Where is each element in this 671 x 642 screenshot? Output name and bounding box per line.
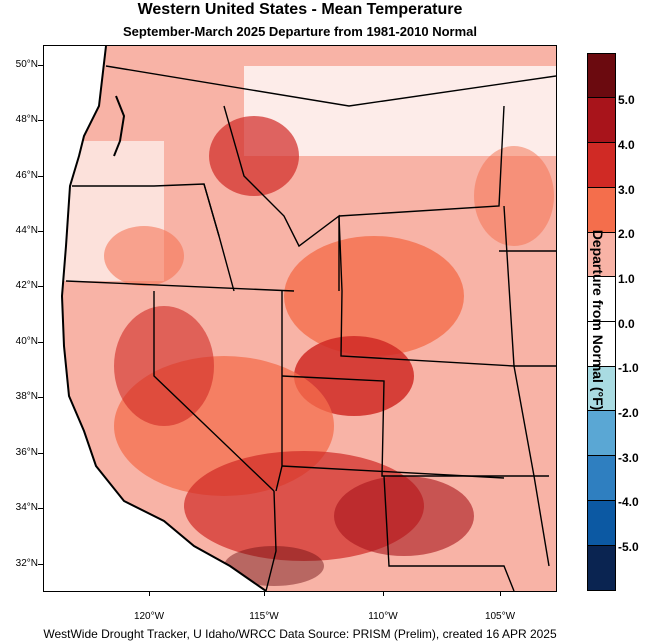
lat-label-36: 36°N bbox=[15, 447, 38, 458]
map-title: Western United States - Mean Temperature bbox=[137, 1, 463, 18]
az-nm-north-border bbox=[281, 465, 505, 479]
colorbar-segment-0-1 bbox=[588, 277, 615, 322]
colorbar-title: Departure from Normal (°F) bbox=[590, 229, 606, 411]
state-borders bbox=[65, 65, 556, 591]
temperature-departure-map bbox=[43, 45, 557, 592]
az-nm-border bbox=[383, 475, 515, 591]
colorbar-label-3: 3.0 bbox=[618, 183, 635, 197]
or-id-border bbox=[203, 183, 235, 292]
lat-tick bbox=[38, 564, 43, 565]
anomaly-dakotas bbox=[474, 146, 554, 246]
lat-label-32: 32°N bbox=[15, 558, 38, 569]
or-ca-nv-id-border bbox=[65, 280, 295, 292]
lat-label-34: 34°N bbox=[15, 502, 38, 513]
lat-tick bbox=[38, 231, 43, 232]
lon-tick bbox=[264, 591, 265, 596]
lon-tick bbox=[149, 591, 150, 596]
colorbar-label-minus5: -5.0 bbox=[618, 540, 639, 554]
lon-label-115w: 115°W bbox=[249, 611, 279, 622]
lat-tick bbox=[38, 65, 43, 66]
coastline bbox=[60, 46, 267, 591]
lat-label-48: 48°N bbox=[15, 114, 38, 125]
colorbar-label-5: 5.0 bbox=[618, 93, 635, 107]
anomaly-oregon bbox=[104, 226, 184, 286]
map-canvas bbox=[44, 46, 556, 591]
colorbar-label-4: 4.0 bbox=[618, 138, 635, 152]
anomaly-sierra bbox=[114, 306, 214, 426]
anomaly-idaho bbox=[209, 116, 299, 196]
colorbar-label-minus1: -1.0 bbox=[618, 361, 639, 375]
colorbar-label-minus3: -3.0 bbox=[618, 451, 639, 465]
land-shading bbox=[62, 46, 556, 591]
ca-az-border bbox=[265, 490, 277, 591]
map-subtitle: September-March 2025 Departure from 1981… bbox=[122, 24, 478, 39]
lon-label-120w: 120°W bbox=[133, 611, 165, 622]
colorbar-segment-3-4 bbox=[588, 143, 615, 188]
colorbar-segment-4-5 bbox=[588, 98, 615, 143]
colorbar-label-minus4: -4.0 bbox=[618, 495, 639, 509]
ca-nv-border bbox=[153, 291, 275, 492]
lat-tick bbox=[38, 453, 43, 454]
lat-label-46: 46°N bbox=[15, 170, 38, 181]
mt-wy-dakota-border bbox=[338, 105, 505, 217]
lon-tick bbox=[500, 591, 501, 596]
puget-sound bbox=[113, 95, 126, 157]
colorbar-segment-below-minus5 bbox=[588, 546, 615, 590]
colorbar-label-1: 1.0 bbox=[618, 272, 635, 286]
anomaly-rockies bbox=[284, 236, 464, 356]
lat-tick bbox=[38, 342, 43, 343]
canada-border bbox=[105, 65, 556, 107]
colorbar bbox=[587, 53, 616, 591]
lat-tick bbox=[38, 286, 43, 287]
colorbar-segment-1-2 bbox=[588, 233, 615, 277]
colorbar-segment-minus1-0 bbox=[588, 322, 615, 367]
wy-border bbox=[338, 215, 515, 367]
lat-label-42: 42°N bbox=[15, 280, 38, 291]
colorbar-segment-5-plus bbox=[588, 54, 615, 98]
colorbar-segment-2-3 bbox=[588, 188, 615, 233]
anomaly-arizona-south bbox=[224, 546, 324, 586]
colorbar-segment-minus3-minus2 bbox=[588, 411, 615, 456]
colorbar-label-minus2: -2.0 bbox=[618, 406, 639, 420]
lat-tick bbox=[38, 397, 43, 398]
lat-tick bbox=[38, 120, 43, 121]
colorbar-segment-minus4-minus3 bbox=[588, 456, 615, 501]
colorbar-label-2: 2.0 bbox=[618, 227, 635, 241]
colorbar-segment-minus5-minus4 bbox=[588, 501, 615, 546]
lat-tick bbox=[38, 508, 43, 509]
colorbar-segment-minus2-minus1 bbox=[588, 367, 615, 411]
lat-label-38: 38°N bbox=[15, 391, 38, 402]
colorbar-label-0: 0.0 bbox=[618, 317, 635, 331]
lon-label-105w: 105°W bbox=[484, 611, 516, 622]
lon-tick bbox=[383, 591, 384, 596]
anomaly-new-mexico bbox=[334, 476, 474, 556]
lat-label-44: 44°N bbox=[15, 225, 38, 236]
eastern-border bbox=[503, 205, 550, 567]
data-source-footer: WestWide Drought Tracker, U Idaho/WRCC D… bbox=[43, 627, 557, 641]
lat-label-40: 40°N bbox=[15, 336, 38, 347]
lat-tick bbox=[38, 176, 43, 177]
lat-label-50: 50°N bbox=[15, 59, 38, 70]
lon-label-110w: 110°W bbox=[368, 611, 398, 622]
